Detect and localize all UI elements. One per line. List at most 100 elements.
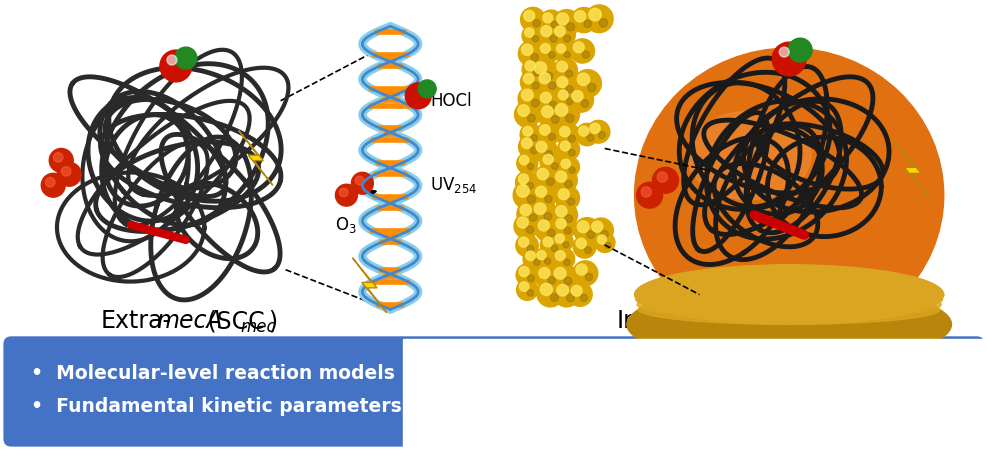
Circle shape bbox=[636, 182, 663, 208]
Circle shape bbox=[554, 42, 574, 62]
Circle shape bbox=[595, 233, 615, 252]
Circle shape bbox=[555, 186, 580, 210]
Circle shape bbox=[560, 141, 570, 151]
Circle shape bbox=[531, 147, 537, 154]
Text: O$_3$: O$_3$ bbox=[335, 215, 357, 235]
Circle shape bbox=[531, 53, 538, 61]
Circle shape bbox=[565, 180, 572, 188]
Circle shape bbox=[599, 19, 608, 27]
Circle shape bbox=[551, 163, 558, 169]
Circle shape bbox=[557, 138, 580, 160]
Circle shape bbox=[539, 125, 550, 135]
Circle shape bbox=[587, 120, 610, 143]
Circle shape bbox=[533, 19, 540, 27]
Circle shape bbox=[540, 234, 562, 256]
Circle shape bbox=[546, 178, 554, 185]
Circle shape bbox=[556, 219, 566, 229]
Text: (MRSA): (MRSA) bbox=[718, 309, 812, 334]
Circle shape bbox=[540, 10, 562, 32]
Circle shape bbox=[544, 212, 551, 220]
Circle shape bbox=[528, 114, 535, 122]
Circle shape bbox=[550, 35, 557, 42]
FancyBboxPatch shape bbox=[3, 336, 985, 447]
Circle shape bbox=[550, 294, 558, 302]
Circle shape bbox=[167, 55, 177, 65]
Circle shape bbox=[535, 264, 560, 289]
Circle shape bbox=[567, 23, 575, 31]
Circle shape bbox=[523, 248, 544, 269]
Ellipse shape bbox=[642, 309, 937, 339]
Circle shape bbox=[569, 88, 594, 112]
Circle shape bbox=[551, 115, 559, 123]
Circle shape bbox=[598, 235, 607, 244]
Circle shape bbox=[516, 171, 538, 194]
Circle shape bbox=[589, 9, 602, 21]
Circle shape bbox=[557, 13, 569, 25]
Circle shape bbox=[555, 251, 565, 260]
Circle shape bbox=[526, 251, 535, 260]
Circle shape bbox=[45, 177, 55, 187]
Circle shape bbox=[57, 163, 81, 186]
Circle shape bbox=[528, 163, 534, 170]
Circle shape bbox=[563, 35, 570, 42]
Polygon shape bbox=[353, 258, 386, 313]
Circle shape bbox=[542, 13, 553, 23]
Circle shape bbox=[518, 86, 544, 112]
Circle shape bbox=[577, 221, 589, 233]
Circle shape bbox=[519, 135, 542, 158]
Circle shape bbox=[520, 204, 532, 216]
Circle shape bbox=[405, 83, 431, 109]
Circle shape bbox=[554, 58, 577, 82]
Circle shape bbox=[534, 165, 559, 190]
Circle shape bbox=[581, 100, 589, 107]
Circle shape bbox=[543, 237, 553, 247]
Circle shape bbox=[587, 231, 595, 238]
Circle shape bbox=[557, 284, 568, 296]
Circle shape bbox=[557, 77, 568, 88]
Circle shape bbox=[652, 167, 679, 193]
Circle shape bbox=[536, 122, 560, 145]
Circle shape bbox=[538, 220, 549, 231]
Circle shape bbox=[533, 183, 557, 207]
Circle shape bbox=[551, 264, 577, 290]
Circle shape bbox=[548, 52, 555, 58]
Circle shape bbox=[572, 91, 583, 101]
Circle shape bbox=[519, 266, 530, 277]
Circle shape bbox=[548, 133, 555, 141]
Circle shape bbox=[561, 159, 570, 168]
Circle shape bbox=[780, 47, 789, 57]
Circle shape bbox=[551, 21, 558, 28]
Circle shape bbox=[538, 268, 550, 278]
Circle shape bbox=[588, 84, 596, 92]
Circle shape bbox=[523, 126, 533, 136]
Circle shape bbox=[534, 69, 540, 76]
Circle shape bbox=[592, 221, 603, 232]
Circle shape bbox=[590, 123, 600, 133]
Circle shape bbox=[521, 70, 543, 94]
Circle shape bbox=[41, 173, 65, 197]
Circle shape bbox=[528, 290, 534, 296]
Polygon shape bbox=[894, 141, 932, 200]
Ellipse shape bbox=[641, 304, 938, 335]
Circle shape bbox=[544, 195, 552, 202]
Circle shape bbox=[574, 218, 600, 244]
Ellipse shape bbox=[637, 290, 942, 319]
Circle shape bbox=[566, 86, 573, 93]
Circle shape bbox=[576, 238, 586, 248]
Circle shape bbox=[352, 172, 373, 194]
Circle shape bbox=[573, 42, 584, 53]
Circle shape bbox=[571, 8, 597, 33]
Polygon shape bbox=[239, 131, 273, 185]
Circle shape bbox=[573, 261, 598, 286]
Circle shape bbox=[540, 92, 551, 103]
Circle shape bbox=[601, 230, 609, 238]
Circle shape bbox=[527, 182, 534, 189]
Circle shape bbox=[524, 73, 534, 84]
Circle shape bbox=[522, 58, 545, 81]
Circle shape bbox=[548, 82, 556, 89]
Circle shape bbox=[519, 174, 529, 184]
Ellipse shape bbox=[688, 111, 811, 199]
Circle shape bbox=[589, 218, 614, 243]
Circle shape bbox=[557, 61, 567, 72]
Circle shape bbox=[519, 41, 543, 66]
